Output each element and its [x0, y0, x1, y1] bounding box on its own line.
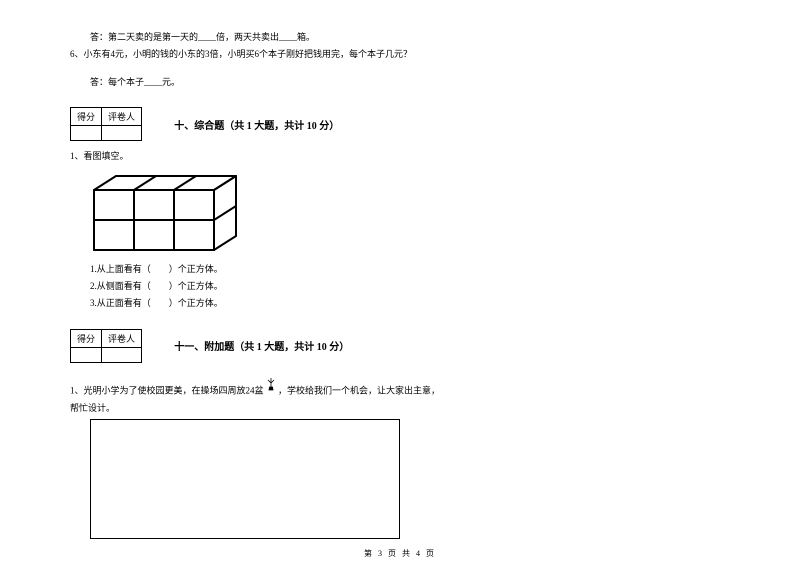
answer-drawing-area [90, 419, 400, 539]
q6-answer-line: 答：每个本子____元。 [70, 75, 730, 89]
score-box-10: 得分 评卷人 [70, 107, 142, 141]
grader-cell [102, 347, 142, 362]
q6-text: 6、小东有4元，小明的钱的小东的3倍，小明买6个本子刚好把钱用完，每个本子几元？ [70, 47, 730, 61]
section-10-header: 得分 评卷人 十、综合题（共 1 大题，共计 10 分） [70, 107, 730, 141]
s10-sub2: 2.从侧面看有（ ）个正方体。 [70, 279, 730, 293]
page-footer: 第 3 页 共 4 页 [0, 548, 800, 559]
q5-answer-line: 答：第二天卖的是第一天的____倍，两天共卖出____箱。 [70, 30, 730, 44]
cuboid-figure [90, 172, 730, 254]
section-11-title: 十一、附加题（共 1 大题，共计 10 分） [174, 338, 349, 353]
s11-q1-part-a: 1、光明小学为了使校园更美，在操场四周放24盆 [70, 385, 264, 395]
section-11-header: 得分 评卷人 十一、附加题（共 1 大题，共计 10 分） [70, 329, 730, 363]
s11-q1: 1、光明小学为了使校园更美，在操场四周放24盆 ，学校给我们一个机会，让大家出主… [70, 377, 730, 398]
score-cell [71, 126, 102, 141]
grader-label: 评卷人 [102, 108, 142, 126]
s11-q1-part-b: ，学校给我们一个机会，让大家出主意， [278, 385, 440, 395]
plant-icon [266, 377, 276, 395]
s10-q1: 1、看图填空。 [70, 149, 730, 163]
grader-label: 评卷人 [102, 329, 142, 347]
score-label: 得分 [71, 108, 102, 126]
score-label: 得分 [71, 329, 102, 347]
score-cell [71, 347, 102, 362]
score-box-11: 得分 评卷人 [70, 329, 142, 363]
s11-q1-part-c: 帮忙设计。 [70, 401, 730, 415]
grader-cell [102, 126, 142, 141]
s10-sub3: 3.从正面看有（ ）个正方体。 [70, 296, 730, 310]
s10-sub1: 1.从上面看有（ ）个正方体。 [70, 262, 730, 276]
section-10-title: 十、综合题（共 1 大题，共计 10 分） [174, 117, 339, 132]
